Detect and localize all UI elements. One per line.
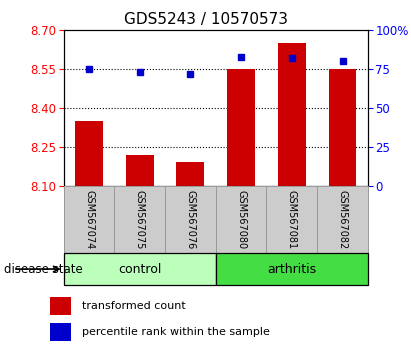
Bar — [216, 186, 266, 253]
Bar — [114, 186, 165, 253]
Bar — [278, 43, 306, 186]
Text: GSM567081: GSM567081 — [287, 190, 297, 249]
Text: percentile rank within the sample: percentile rank within the sample — [82, 327, 270, 337]
Bar — [64, 186, 114, 253]
Bar — [50, 323, 71, 341]
Bar — [126, 155, 154, 186]
Text: GSM567074: GSM567074 — [84, 190, 94, 249]
Text: GSM567076: GSM567076 — [185, 190, 195, 249]
Bar — [50, 297, 71, 315]
Text: GSM567080: GSM567080 — [236, 190, 246, 249]
Text: transformed count: transformed count — [82, 301, 186, 311]
Bar — [75, 121, 103, 186]
Bar — [266, 186, 317, 253]
Text: GDS5243 / 10570573: GDS5243 / 10570573 — [123, 12, 288, 27]
Bar — [176, 162, 204, 186]
Bar — [165, 186, 216, 253]
Text: control: control — [118, 263, 162, 275]
Bar — [328, 69, 356, 186]
Text: GSM567082: GSM567082 — [337, 190, 347, 249]
Text: GSM567075: GSM567075 — [135, 190, 145, 249]
Text: disease state: disease state — [4, 263, 83, 275]
Bar — [64, 253, 216, 285]
Bar — [227, 69, 255, 186]
Bar — [317, 186, 368, 253]
Text: arthritis: arthritis — [267, 263, 316, 275]
Bar — [216, 253, 368, 285]
